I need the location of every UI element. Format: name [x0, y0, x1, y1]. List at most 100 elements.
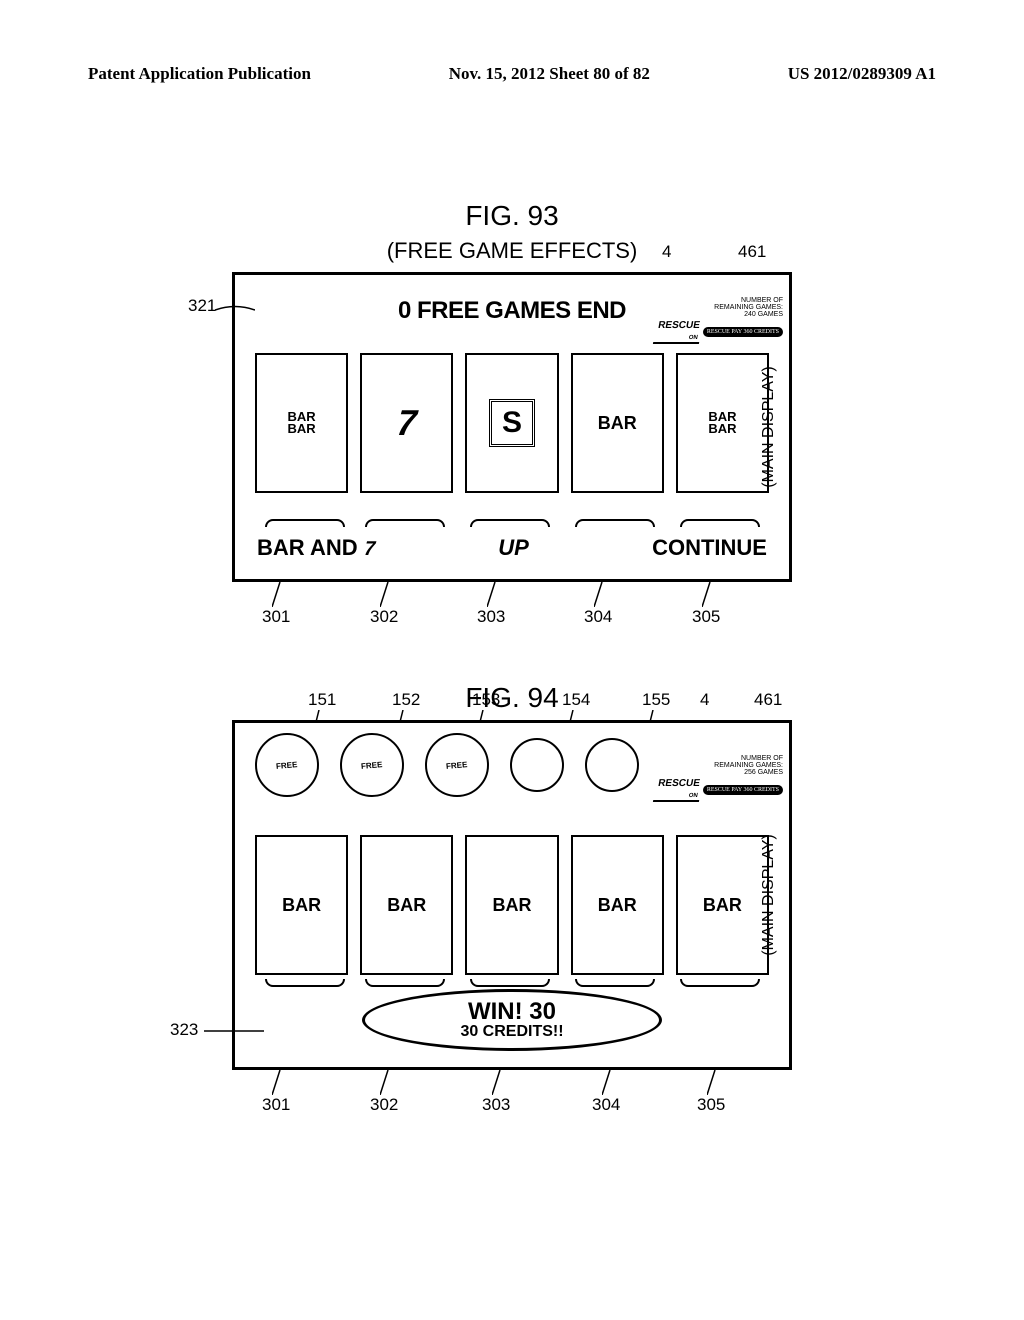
leader-line	[594, 582, 624, 607]
leader-line	[707, 1070, 737, 1095]
ref-303: 303	[482, 1095, 510, 1115]
reel-2: BAR	[360, 835, 453, 975]
win-banner: WIN! 30 30 CREDITS!!	[362, 989, 662, 1051]
fig93-subtitle: (FREE GAME EFFECTS)	[122, 238, 902, 264]
medallion-1: FREE	[255, 733, 319, 797]
reel-symbol: BAR	[598, 415, 637, 431]
leader-line	[204, 1025, 264, 1037]
leader-line	[272, 1070, 302, 1095]
reel-5: BAR	[676, 835, 769, 975]
medallion-row: FREE FREE FREE	[255, 733, 639, 797]
bar-and-label: BAR AND 7	[257, 535, 375, 561]
reel-4: BAR	[571, 835, 664, 975]
ref-323: 323	[170, 1020, 198, 1040]
arc-icon	[265, 519, 345, 527]
ref-305: 305	[697, 1095, 725, 1115]
reel-1: BAR	[255, 835, 348, 975]
seven-icon: 7	[391, 402, 422, 444]
reel-5: BAR BAR	[676, 353, 769, 493]
medallion-3: FREE	[425, 733, 489, 797]
medallion-4	[510, 738, 564, 792]
reel-1: BAR BAR	[255, 353, 348, 493]
ref-4: 4	[700, 690, 709, 710]
ref-301: 301	[262, 1095, 290, 1115]
reels: BAR BAR 7 S BAR	[255, 353, 769, 493]
ref-151: 151	[308, 690, 336, 710]
header-left: Patent Application Publication	[88, 64, 311, 84]
main-display-box: 0 FREE GAMES END NUMBER OF REMAINING GAM…	[232, 272, 792, 582]
medallion-5	[585, 738, 639, 792]
main-display-label: (MAIN DISPLAY)	[759, 366, 777, 488]
ref-153: 153	[472, 690, 500, 710]
ref-302: 302	[370, 607, 398, 627]
badge-line1: NUMBER OF	[653, 297, 783, 304]
reel-symbol: BAR BAR	[288, 411, 316, 434]
badge-line3: 256 GAMES	[653, 769, 783, 776]
medallion-2: FREE	[340, 733, 404, 797]
credit-pill: RESCUE PAY 360 CREDITS	[703, 327, 783, 337]
main-display-box: FREE FREE FREE NUMBER OF REMAINING GAMES…	[232, 720, 792, 1070]
leader-line	[380, 1070, 410, 1095]
up-label: UP	[498, 535, 529, 561]
seven-icon: 7	[361, 538, 378, 561]
reels: BAR BAR BAR BAR BAR	[255, 835, 769, 975]
badge-area: NUMBER OF REMAINING GAMES: 240 GAMES RES…	[653, 297, 783, 344]
ref-4: 4	[662, 242, 671, 262]
header-right: US 2012/0289309 A1	[788, 64, 936, 84]
ref-301: 301	[262, 607, 290, 627]
header-center: Nov. 15, 2012 Sheet 80 of 82	[449, 64, 650, 84]
rescue-row: RESCUE ON RESCUE PAY 360 CREDITS	[653, 778, 783, 802]
content: FIG. 93 (FREE GAME EFFECTS) 4 461 321 0 …	[0, 200, 1024, 1120]
reel-2: 7	[360, 353, 453, 493]
ref-304: 304	[584, 607, 612, 627]
ref-154: 154	[562, 690, 590, 710]
rescue-row: RESCUE ON RESCUE PAY 360 CREDITS	[653, 320, 783, 344]
leader-line	[602, 1070, 632, 1095]
arc-icon	[680, 979, 760, 987]
ref-152: 152	[392, 690, 420, 710]
arc-icon	[365, 519, 445, 527]
leader-line	[380, 582, 410, 607]
bottom-text: BAR AND 7 UP CONTINUE	[257, 535, 767, 561]
arc-icon	[265, 979, 345, 987]
ref-321: 321	[188, 296, 216, 316]
arc-icon	[680, 519, 760, 527]
ref-302: 302	[370, 1095, 398, 1115]
reel-3: S	[465, 353, 558, 493]
leader-321	[215, 303, 255, 317]
continue-label: CONTINUE	[652, 535, 767, 561]
leader-line	[272, 582, 302, 607]
reel-symbol: BAR BAR	[708, 411, 736, 434]
figure-93: FIG. 93 (FREE GAME EFFECTS) 4 461 321 0 …	[122, 200, 902, 632]
leader-line	[487, 582, 517, 607]
leader-line	[492, 1070, 522, 1095]
fig94-title: FIG. 94	[122, 682, 902, 714]
ref-155: 155	[642, 690, 670, 710]
credit-pill: RESCUE PAY 360 CREDITS	[703, 785, 783, 795]
s-symbol: S	[489, 399, 535, 447]
arc-icon	[365, 979, 445, 987]
fig93-title: FIG. 93	[122, 200, 902, 232]
badge-line2: REMAINING GAMES:	[653, 762, 783, 769]
free-games-banner: 0 FREE GAMES END	[398, 297, 626, 325]
reel-3: BAR	[465, 835, 558, 975]
arc-icon	[470, 519, 550, 527]
page-header: Patent Application Publication Nov. 15, …	[88, 64, 936, 84]
ref-305: 305	[692, 607, 720, 627]
badge-area: NUMBER OF REMAINING GAMES: 256 GAMES RES…	[653, 755, 783, 802]
rescue-badge: RESCUE ON	[653, 778, 703, 802]
leader-line	[702, 582, 732, 607]
ref-461: 461	[738, 242, 766, 262]
arc-icon	[575, 979, 655, 987]
badge-line1: NUMBER OF	[653, 755, 783, 762]
ref-303: 303	[477, 607, 505, 627]
badge-line2: REMAINING GAMES:	[653, 304, 783, 311]
main-display-label: (MAIN DISPLAY)	[759, 834, 777, 956]
arc-icon	[470, 979, 550, 987]
reel-4: BAR	[571, 353, 664, 493]
rescue-badge: RESCUE ON	[653, 320, 703, 344]
badge-line3: 240 GAMES	[653, 311, 783, 318]
arc-icon	[575, 519, 655, 527]
ref-304: 304	[592, 1095, 620, 1115]
figure-94: FIG. 94 151 152 153 154 155 4 461 FREE F…	[122, 682, 902, 1070]
